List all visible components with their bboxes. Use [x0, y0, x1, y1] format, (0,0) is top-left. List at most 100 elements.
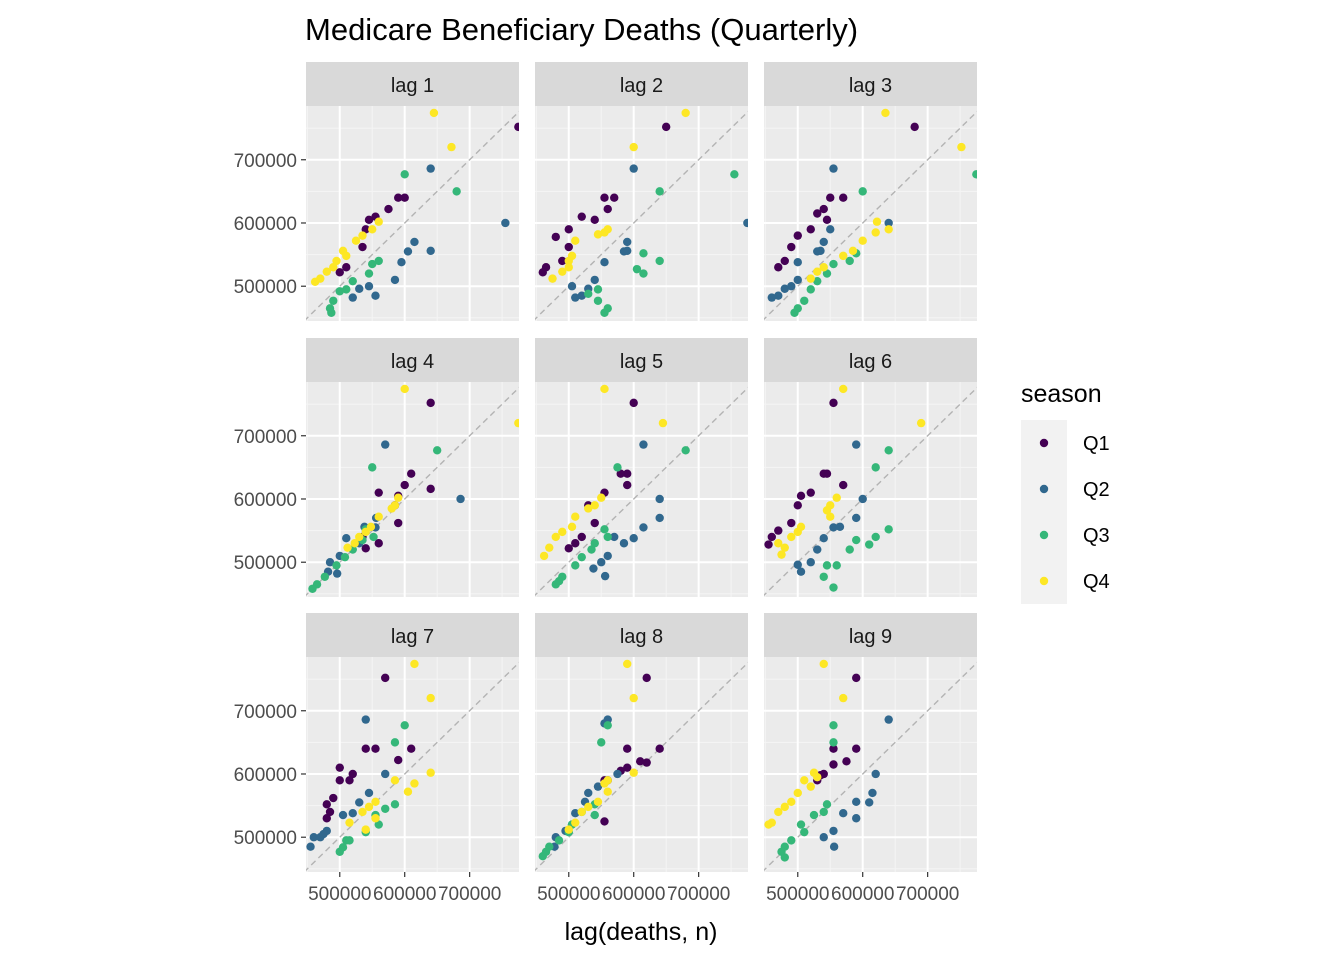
data-point-q1: [426, 398, 435, 408]
data-point-q4: [813, 772, 822, 782]
data-point-q2: [319, 829, 328, 839]
data-point-q2: [787, 282, 796, 291]
data-point-q1: [345, 776, 354, 785]
data-point-q4: [800, 776, 809, 785]
data-point-q2: [342, 533, 351, 543]
data-point-q4: [390, 776, 400, 785]
data-point-q1: [829, 744, 838, 753]
data-point-q1: [623, 469, 632, 478]
data-point-q3: [329, 296, 338, 305]
data-point-q4: [590, 501, 599, 510]
data-point-q4: [957, 142, 966, 152]
data-point-q1: [322, 800, 331, 809]
data-point-q4: [603, 787, 612, 796]
data-point-q1: [335, 268, 344, 277]
data-point-q4: [558, 267, 567, 276]
data-point-q2: [839, 808, 848, 818]
data-point-q2: [793, 560, 802, 569]
data-point-q4: [426, 768, 435, 777]
data-point-q3: [865, 540, 874, 549]
data-point-q2: [813, 545, 822, 554]
y-tick-label: 700000: [234, 702, 297, 723]
data-point-q1: [374, 488, 383, 497]
data-point-q1: [839, 193, 848, 202]
data-point-q4: [872, 217, 882, 226]
data-point-q1: [780, 256, 789, 266]
data-point-q3: [332, 561, 341, 570]
data-point-q4: [629, 768, 638, 777]
data-point-q2: [410, 237, 419, 247]
data-point-q1: [822, 215, 832, 225]
data-point-q3: [780, 853, 789, 862]
data-point-q4: [787, 532, 796, 542]
data-point-q1: [538, 268, 547, 277]
data-point-q4: [558, 527, 567, 537]
data-point-q2: [780, 284, 789, 293]
data-point-q2: [456, 494, 465, 504]
x-tick-label: 600000: [602, 884, 665, 905]
legend-item-q3: Q3: [1021, 512, 1110, 558]
data-point-q1: [371, 744, 380, 753]
x-tick-label: 700000: [896, 884, 959, 905]
data-point-q1: [796, 491, 806, 501]
data-point-q3: [800, 827, 809, 837]
data-point-q4: [584, 504, 593, 513]
data-point-q1: [623, 744, 632, 753]
data-point-q3: [374, 256, 383, 266]
data-point-q3: [832, 561, 841, 570]
data-point-q3: [613, 463, 622, 472]
data-point-q2: [655, 513, 664, 523]
data-point-q1: [822, 469, 832, 478]
data-point-q3: [593, 285, 603, 294]
data-point-q3: [655, 187, 664, 196]
data-point-q2: [829, 164, 838, 173]
facet-strip-label: lag 1: [391, 75, 434, 97]
data-point-q2: [593, 782, 603, 791]
data-point-q2: [610, 532, 619, 542]
data-point-q1: [829, 398, 838, 408]
data-point-q4: [350, 539, 359, 548]
y-tick-label: 500000: [234, 277, 297, 298]
data-point-q2: [793, 257, 802, 267]
data-point-q2: [600, 571, 610, 581]
data-point-q1: [829, 760, 838, 769]
data-point-q2: [884, 715, 893, 724]
data-point-q4: [571, 236, 580, 245]
data-point-q4: [429, 108, 439, 118]
data-point-q3: [681, 446, 690, 455]
data-point-q3: [577, 552, 586, 562]
data-point-q4: [593, 230, 603, 239]
data-point-q3: [345, 836, 354, 845]
data-point-q4: [394, 493, 403, 502]
panel-plot-area: [306, 657, 519, 872]
data-point-q2: [371, 291, 380, 300]
data-point-q4: [629, 142, 638, 152]
facet-panel: lag 4 500000 600000 700000: [234, 338, 519, 597]
data-point-q1: [852, 673, 861, 683]
data-point-q2: [826, 225, 835, 234]
data-point-q4: [884, 225, 893, 234]
facet-strip-label: lag 4: [391, 351, 434, 373]
data-point-q3: [884, 446, 893, 455]
identity-reference-line: [764, 110, 977, 321]
data-point-q4: [410, 779, 419, 788]
x-tick-label: 600000: [831, 884, 894, 905]
y-tick-label: 600000: [234, 214, 297, 235]
data-point-q1: [616, 469, 625, 478]
data-point-q1: [655, 744, 664, 753]
facet-strip-label: lag 8: [620, 626, 663, 648]
data-point-q2: [623, 246, 632, 256]
data-point-q3: [845, 545, 854, 554]
data-point-q3: [603, 532, 612, 542]
data-point-q2: [835, 522, 845, 532]
data-point-q2: [348, 808, 357, 818]
data-point-q2: [567, 282, 577, 291]
chart-title: Medicare Beneficiary Deaths (Quarterly): [305, 12, 858, 47]
data-point-q3: [327, 308, 336, 317]
data-point-q4: [813, 267, 822, 276]
data-point-q4: [577, 807, 586, 817]
data-point-q2: [639, 523, 648, 532]
data-point-q1: [787, 242, 796, 252]
data-point-q3: [369, 532, 378, 542]
